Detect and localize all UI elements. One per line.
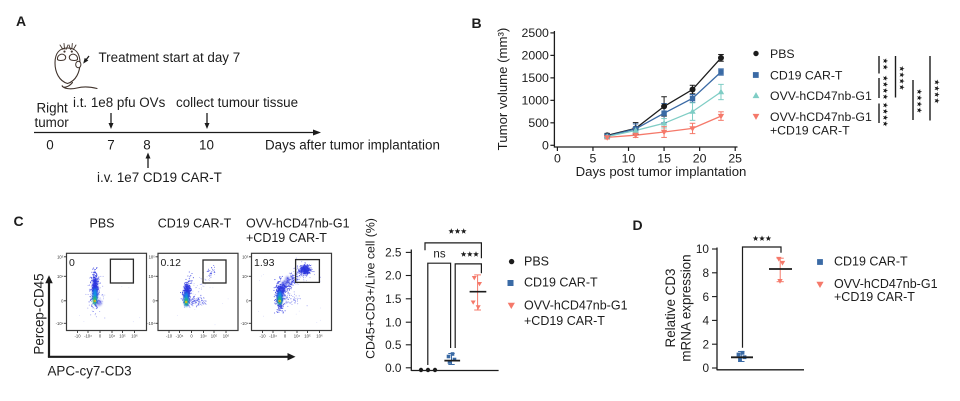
svg-text:0: 0 xyxy=(61,298,64,303)
svg-text:D: D xyxy=(633,217,643,233)
svg-text:-10⁴: -10⁴ xyxy=(241,321,249,326)
svg-text:i.v. 1e7 CD19 CAR-T: i.v. 1e7 CD19 CAR-T xyxy=(97,170,222,185)
svg-text:1500: 1500 xyxy=(522,71,550,85)
svg-text:0: 0 xyxy=(702,361,709,375)
svg-text:i.t. 1e8 pfu OVs: i.t. 1e8 pfu OVs xyxy=(73,95,166,110)
svg-text:10⁶: 10⁶ xyxy=(131,334,138,339)
svg-text:20: 20 xyxy=(693,152,707,166)
svg-text:1.0: 1.0 xyxy=(385,315,402,329)
svg-text:10: 10 xyxy=(696,242,710,256)
svg-text:-10: -10 xyxy=(166,334,173,339)
svg-text:PBS: PBS xyxy=(524,254,549,268)
svg-text:0.12: 0.12 xyxy=(161,257,182,269)
svg-text:0: 0 xyxy=(99,334,102,339)
svg-text:0: 0 xyxy=(246,298,249,303)
svg-text:CD45+CD3+/Live cell (%): CD45+CD3+/Live cell (%) xyxy=(364,218,378,359)
svg-text:APC-cy7-CD3: APC-cy7-CD3 xyxy=(48,364,132,379)
svg-text:25: 25 xyxy=(728,152,742,166)
svg-text:OVV-hCD47nb-G1: OVV-hCD47nb-G1 xyxy=(770,89,872,103)
svg-text:Days post tumor implantation: Days post tumor implantation xyxy=(576,164,747,179)
svg-text:8: 8 xyxy=(143,138,150,153)
svg-text:-10⁴: -10⁴ xyxy=(147,321,155,326)
svg-text:10⁴: 10⁴ xyxy=(57,274,64,279)
svg-text:Days after tumor implantation: Days after tumor implantation xyxy=(265,138,440,153)
svg-text:10⁵: 10⁵ xyxy=(242,254,249,259)
svg-text:8: 8 xyxy=(702,266,709,280)
svg-text:PBS: PBS xyxy=(89,217,114,231)
svg-text:0: 0 xyxy=(284,334,287,339)
svg-text:7: 7 xyxy=(107,138,114,153)
svg-text:2.5: 2.5 xyxy=(385,246,402,260)
svg-text:10⁴: 10⁴ xyxy=(242,274,249,279)
svg-text:0: 0 xyxy=(153,298,156,303)
svg-text:10: 10 xyxy=(199,138,214,153)
svg-text:0: 0 xyxy=(554,152,561,166)
svg-text:2000: 2000 xyxy=(522,49,550,63)
svg-text:OVV-hCD47nb-G1: OVV-hCD47nb-G1 xyxy=(246,217,350,231)
svg-text:-10: -10 xyxy=(74,334,81,339)
svg-text:-10: -10 xyxy=(259,334,266,339)
svg-text:2.0: 2.0 xyxy=(385,269,402,283)
svg-text:6: 6 xyxy=(702,290,709,304)
svg-text:mRNA expression: mRNA expression xyxy=(679,254,694,361)
svg-text:Percep-CD45: Percep-CD45 xyxy=(32,273,47,354)
svg-text:10⁶: 10⁶ xyxy=(223,334,230,339)
svg-text:10⁴: 10⁴ xyxy=(109,334,116,339)
svg-text:0.5: 0.5 xyxy=(385,338,402,352)
svg-text:500: 500 xyxy=(528,116,549,130)
svg-text:OVV-hCD47nb-G1: OVV-hCD47nb-G1 xyxy=(834,277,938,291)
svg-text:4: 4 xyxy=(702,314,709,328)
svg-text:collect tumour tissue: collect tumour tissue xyxy=(176,95,298,110)
svg-text:10⁶: 10⁶ xyxy=(316,334,323,339)
svg-text:CD19 CAR-T: CD19 CAR-T xyxy=(770,69,843,83)
svg-text:0.0: 0.0 xyxy=(385,361,402,375)
svg-text:0: 0 xyxy=(542,139,549,153)
svg-text:+CD19 CAR-T: +CD19 CAR-T xyxy=(770,124,850,138)
svg-text:Tumor volume (mm³): Tumor volume (mm³) xyxy=(495,28,510,151)
svg-text:PBS: PBS xyxy=(770,47,795,61)
svg-text:5: 5 xyxy=(590,152,597,166)
svg-text:1000: 1000 xyxy=(522,94,550,108)
svg-text:-10⁴: -10⁴ xyxy=(269,334,277,339)
svg-text:1.5: 1.5 xyxy=(385,292,402,306)
svg-text:-10⁴: -10⁴ xyxy=(176,334,184,339)
svg-text:OVV-hCD47nb-G1: OVV-hCD47nb-G1 xyxy=(770,110,872,124)
svg-text:0: 0 xyxy=(69,257,75,269)
svg-text:Relative CD3: Relative CD3 xyxy=(663,269,678,348)
svg-text:10: 10 xyxy=(622,152,636,166)
svg-text:-10⁴: -10⁴ xyxy=(84,334,92,339)
svg-text:+CD19 CAR-T: +CD19 CAR-T xyxy=(246,231,327,245)
svg-text:10⁵: 10⁵ xyxy=(304,334,311,339)
svg-text:10⁴: 10⁴ xyxy=(294,334,301,339)
svg-text:10⁴: 10⁴ xyxy=(149,274,156,279)
svg-text:10⁵: 10⁵ xyxy=(57,254,64,259)
svg-text:2500: 2500 xyxy=(522,26,550,40)
svg-text:0: 0 xyxy=(190,334,193,339)
svg-text:15: 15 xyxy=(657,152,671,166)
svg-text:ns: ns xyxy=(433,248,445,260)
svg-text:10⁴: 10⁴ xyxy=(200,334,207,339)
svg-text:-10⁴: -10⁴ xyxy=(56,321,64,326)
svg-text:+CD19 CAR-T: +CD19 CAR-T xyxy=(834,290,915,304)
svg-text:10⁵: 10⁵ xyxy=(149,254,156,259)
svg-text:CD19 CAR-T: CD19 CAR-T xyxy=(834,255,908,269)
svg-text:CD19 CAR-T: CD19 CAR-T xyxy=(524,276,598,290)
svg-text:OVV-hCD47nb-G1: OVV-hCD47nb-G1 xyxy=(524,299,628,313)
svg-text:Right: Right xyxy=(37,101,69,116)
svg-text:10⁵: 10⁵ xyxy=(211,334,218,339)
svg-text:0: 0 xyxy=(46,138,53,153)
svg-text:1.93: 1.93 xyxy=(254,257,275,269)
svg-text:B: B xyxy=(472,15,482,31)
svg-text:C: C xyxy=(14,213,24,229)
svg-text:10⁵: 10⁵ xyxy=(119,334,126,339)
svg-text:tumor: tumor xyxy=(35,115,70,130)
svg-text:2: 2 xyxy=(702,337,709,351)
svg-text:A: A xyxy=(16,13,26,29)
svg-text:Treatment start at day 7: Treatment start at day 7 xyxy=(99,50,241,65)
svg-text:CD19 CAR-T: CD19 CAR-T xyxy=(158,217,232,231)
svg-text:+CD19 CAR-T: +CD19 CAR-T xyxy=(524,314,605,328)
